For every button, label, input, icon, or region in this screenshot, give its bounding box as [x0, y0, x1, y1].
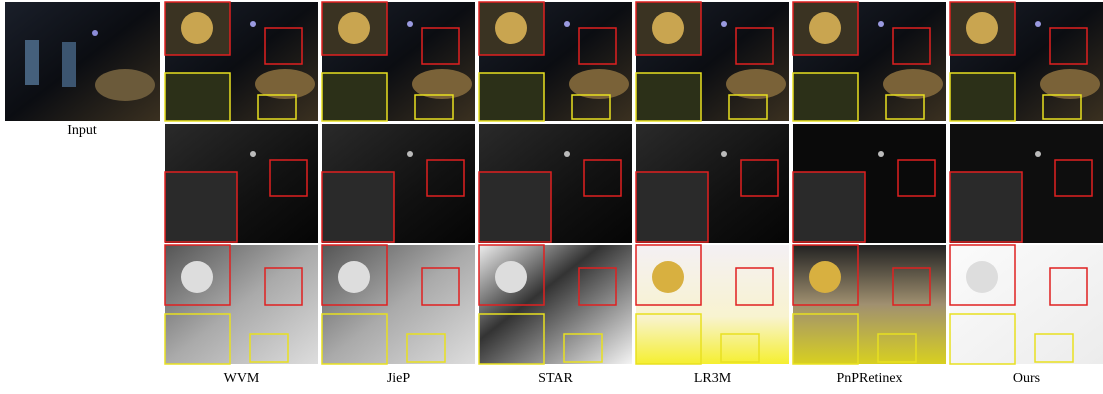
dish — [966, 261, 998, 293]
zoom-box — [322, 73, 387, 121]
method-label: WVM — [224, 371, 260, 386]
moon — [564, 21, 570, 27]
method-column: JieP — [322, 2, 475, 386]
moon — [250, 151, 256, 157]
dish — [809, 261, 841, 293]
moon — [1035, 21, 1041, 27]
method-label: JieP — [387, 371, 411, 386]
zoom-box — [165, 172, 237, 242]
zoom-box — [479, 172, 551, 242]
method-column: PnPRetinex — [793, 2, 946, 386]
method-label: PnPRetinex — [836, 371, 902, 386]
method-column: Ours — [950, 2, 1103, 386]
method-column: LR3M — [636, 2, 789, 386]
zoom-box — [636, 172, 708, 242]
moon — [407, 151, 413, 157]
zoom-box — [950, 73, 1015, 121]
zoom-box — [793, 172, 865, 242]
zoom-box — [322, 172, 394, 242]
zoom-box — [950, 172, 1022, 242]
moon — [878, 151, 884, 157]
dish — [966, 12, 998, 44]
dish — [495, 12, 527, 44]
dish — [338, 12, 370, 44]
method-label: Ours — [1013, 371, 1040, 386]
zoom-box — [636, 73, 701, 121]
moon — [878, 21, 884, 27]
dish — [652, 12, 684, 44]
moon — [721, 151, 727, 157]
dish — [181, 12, 213, 44]
moon — [250, 21, 256, 27]
figure: Input WVM JieP STAR LR3M PnPRetinex Ours — [0, 0, 1103, 389]
zoom-box — [165, 73, 230, 121]
zoom-box — [793, 73, 858, 121]
dish — [338, 261, 370, 293]
dish — [181, 261, 213, 293]
method-column: WVM — [165, 2, 318, 386]
method-label: LR3M — [694, 371, 732, 386]
method-label: STAR — [538, 371, 573, 386]
moon — [721, 21, 727, 27]
zoom-box — [479, 73, 544, 121]
input-image — [5, 2, 160, 121]
moon — [564, 151, 570, 157]
dish — [652, 261, 684, 293]
dish — [809, 12, 841, 44]
method-column: STAR — [479, 2, 632, 386]
moon — [407, 21, 413, 27]
input-label: Input — [67, 123, 97, 138]
moon — [1035, 151, 1041, 157]
dish — [495, 261, 527, 293]
